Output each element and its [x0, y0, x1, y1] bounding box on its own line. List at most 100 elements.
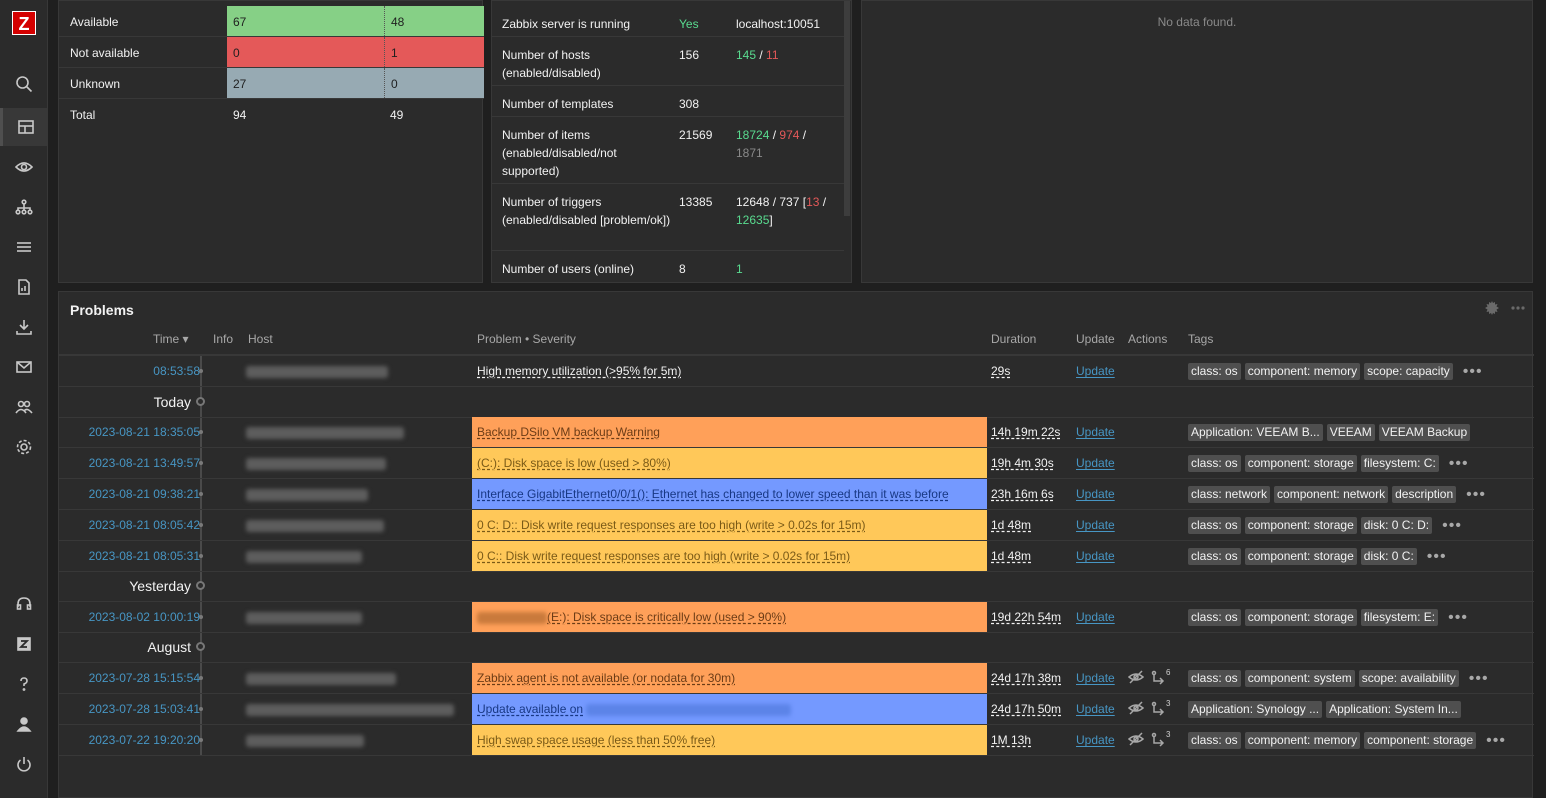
more-tags-icon[interactable]: •••: [1442, 516, 1462, 534]
user-icon[interactable]: [0, 705, 48, 743]
duration[interactable]: 19d 22h 54m: [991, 610, 1062, 624]
duration[interactable]: 24d 17h 50m: [991, 702, 1062, 716]
problem-text[interactable]: 0 C: D:: Disk write request responses ar…: [477, 518, 866, 532]
duration[interactable]: 23h 16m 6s: [991, 487, 1054, 501]
update-link[interactable]: Update: [1076, 487, 1115, 501]
more-icon[interactable]: [1510, 300, 1526, 316]
help-icon[interactable]: [0, 665, 48, 703]
problem-time[interactable]: 2023-08-21 09:38:21: [88, 487, 200, 501]
problem-time[interactable]: 2023-08-21 13:49:57: [88, 456, 200, 470]
problem-text[interactable]: 0 C:: Disk write request responses are t…: [477, 549, 851, 563]
problem-time[interactable]: 2023-07-22 19:20:20: [88, 733, 200, 747]
problem-time[interactable]: 08:53:58: [153, 364, 200, 378]
duration[interactable]: 24d 17h 38m: [991, 671, 1062, 685]
col-time[interactable]: Time ▾: [153, 332, 189, 346]
actions-icon[interactable]: [1150, 700, 1166, 716]
host-name-blurred[interactable]: [246, 735, 364, 747]
problem-cell[interactable]: 0 C: D:: Disk write request responses ar…: [472, 510, 987, 540]
available-count-other[interactable]: 48: [384, 6, 484, 36]
problem-cell[interactable]: Update available on: [472, 694, 987, 724]
more-tags-icon[interactable]: •••: [1466, 485, 1486, 503]
duration[interactable]: 29s: [991, 364, 1011, 378]
problem-text[interactable]: (C:): Disk space is low (used > 80%): [477, 456, 671, 470]
mail-icon[interactable]: [0, 348, 48, 386]
power-icon[interactable]: [0, 745, 48, 783]
dashboard-icon[interactable]: [0, 108, 48, 146]
update-link[interactable]: Update: [1076, 518, 1115, 532]
problem-text[interactable]: High swap space usage (less than 50% fre…: [477, 733, 716, 747]
problem-text[interactable]: Update available on: [477, 702, 584, 716]
problem-cell[interactable]: (C:): Disk space is low (used > 80%): [472, 448, 987, 478]
zabbix-share-icon[interactable]: [0, 625, 48, 663]
update-link[interactable]: Update: [1076, 733, 1115, 747]
not-available-count-agent[interactable]: 0: [227, 37, 384, 67]
problem-text[interactable]: (E:): Disk space is critically low (used…: [547, 610, 787, 624]
host-name-blurred[interactable]: [246, 520, 384, 532]
problem-time[interactable]: 2023-07-28 15:15:54: [88, 671, 200, 685]
update-link[interactable]: Update: [1076, 364, 1115, 378]
zabbix-logo[interactable]: Z: [12, 11, 36, 35]
host-name-blurred[interactable]: [246, 427, 404, 439]
update-link[interactable]: Update: [1076, 671, 1115, 685]
more-tags-icon[interactable]: •••: [1486, 731, 1506, 749]
problem-text[interactable]: High memory utilization (>95% for 5m): [477, 364, 682, 378]
problem-text[interactable]: Interface GigabitEthernet0/0/1(): Ethern…: [477, 487, 949, 501]
problem-cell[interactable]: Backup DSilo VM backup Warning: [472, 417, 987, 447]
support-icon[interactable]: [0, 585, 48, 623]
actions-icon[interactable]: [1150, 731, 1166, 747]
suppressed-icon[interactable]: [1128, 669, 1144, 685]
more-tags-icon[interactable]: •••: [1448, 608, 1468, 626]
update-link[interactable]: Update: [1076, 456, 1115, 470]
update-link[interactable]: Update: [1076, 425, 1115, 439]
users-icon[interactable]: [0, 388, 48, 426]
more-tags-icon[interactable]: •••: [1468, 669, 1489, 687]
problem-text[interactable]: Zabbix agent is not available (or nodata…: [477, 671, 736, 685]
list-icon[interactable]: [0, 228, 48, 266]
more-tags-icon[interactable]: •••: [1426, 547, 1447, 565]
suppressed-icon[interactable]: [1128, 700, 1144, 716]
actions-icon[interactable]: [1150, 669, 1166, 685]
search-icon[interactable]: [0, 65, 48, 103]
problem-cell[interactable]: High memory utilization (>95% for 5m): [472, 356, 987, 386]
more-tags-icon[interactable]: •••: [1462, 362, 1483, 380]
problem-time[interactable]: 2023-07-28 15:03:41: [88, 702, 200, 716]
download-icon[interactable]: [0, 308, 48, 346]
not-available-count-other[interactable]: 1: [384, 37, 484, 67]
problem-time[interactable]: 2023-08-02 10:00:19: [88, 610, 200, 624]
host-name-blurred[interactable]: [246, 366, 388, 378]
problem-cell[interactable]: Zabbix agent is not available (or nodata…: [472, 663, 987, 693]
duration[interactable]: 19h 4m 30s: [991, 456, 1054, 470]
duration[interactable]: 1M 13h: [991, 733, 1032, 747]
duration[interactable]: 1d 48m: [991, 518, 1032, 532]
more-tags-icon[interactable]: •••: [1448, 454, 1469, 472]
available-count-agent[interactable]: 67: [227, 6, 384, 36]
scrollbar[interactable]: [844, 1, 850, 216]
gear-icon[interactable]: [0, 428, 48, 466]
host-name-blurred[interactable]: [246, 458, 386, 470]
duration[interactable]: 14h 19m 22s: [991, 425, 1061, 439]
gear-icon[interactable]: [1484, 300, 1500, 316]
host-name-blurred[interactable]: [246, 489, 368, 501]
host-name-blurred[interactable]: [246, 673, 396, 685]
update-link[interactable]: Update: [1076, 549, 1115, 563]
suppressed-icon[interactable]: [1128, 731, 1144, 747]
problem-cell[interactable]: 0 C:: Disk write request responses are t…: [472, 541, 987, 571]
host-name-blurred[interactable]: [246, 612, 362, 624]
eye-icon[interactable]: [0, 148, 48, 186]
host-name-blurred[interactable]: [246, 704, 454, 716]
problem-time[interactable]: 2023-08-21 08:05:31: [88, 549, 200, 563]
problem-time[interactable]: 2023-08-21 18:35:05: [88, 425, 200, 439]
problem-time[interactable]: 2023-08-21 08:05:42: [88, 518, 200, 532]
update-link[interactable]: Update: [1076, 610, 1115, 624]
problem-text[interactable]: Backup DSilo VM backup Warning: [477, 425, 660, 439]
duration[interactable]: 1d 48m: [991, 549, 1032, 563]
unknown-count-agent[interactable]: 27: [227, 68, 384, 98]
problem-cell[interactable]: High swap space usage (less than 50% fre…: [472, 725, 987, 755]
problem-cell[interactable]: (E:): Disk space is critically low (used…: [472, 602, 987, 632]
unknown-count-other[interactable]: 0: [384, 68, 484, 98]
host-name-blurred[interactable]: [246, 551, 362, 563]
problem-cell[interactable]: Interface GigabitEthernet0/0/1(): Ethern…: [472, 479, 987, 509]
network-icon[interactable]: [0, 188, 48, 226]
update-link[interactable]: Update: [1076, 702, 1115, 716]
report-icon[interactable]: [0, 268, 48, 306]
